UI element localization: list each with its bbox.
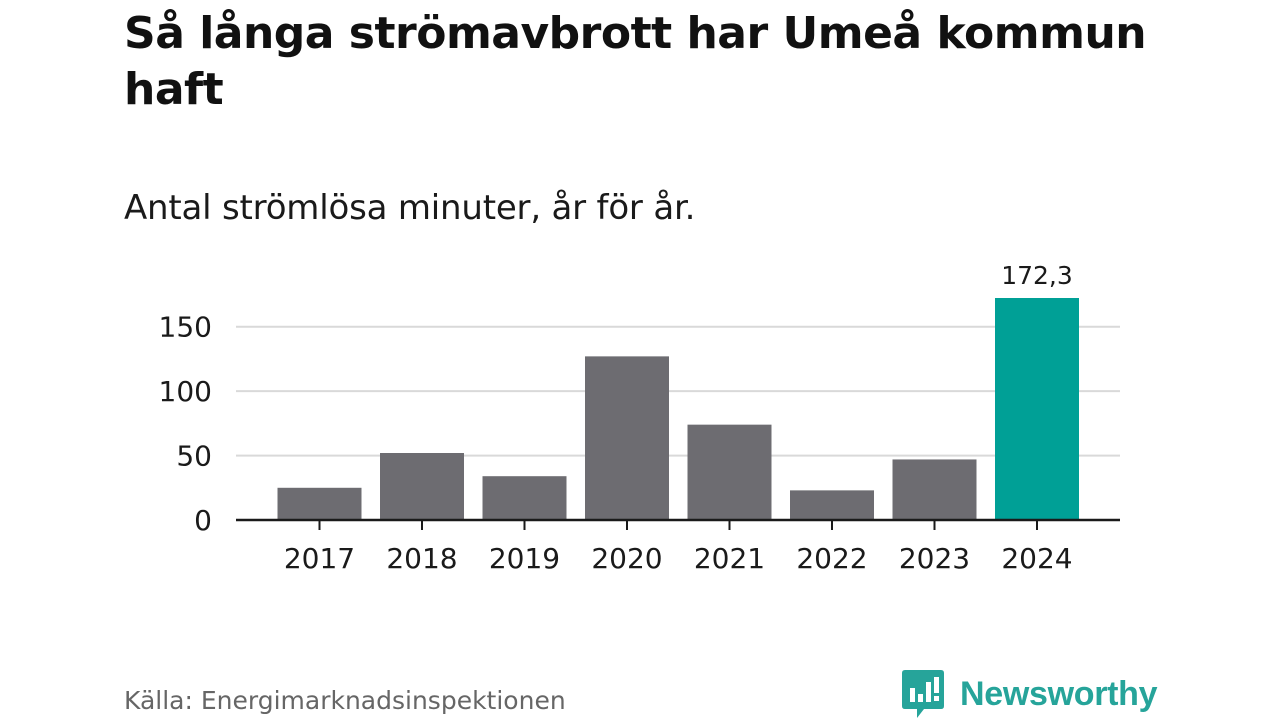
y-tick-label: 50: [176, 440, 212, 473]
chart-subtitle: Antal strömlösa minuter, år för år.: [124, 188, 696, 228]
bar-2023[interactable]: [892, 459, 977, 520]
x-tick-label: 2020: [591, 542, 662, 575]
source-note: Källa: Energimarknadsinspektionen: [124, 686, 566, 715]
brand-name: Newsworthy: [960, 674, 1158, 713]
labels: 172,3: [1001, 261, 1073, 290]
bar-2018[interactable]: [380, 453, 464, 520]
y-tick-label: 0: [194, 504, 212, 537]
x-tick-label: 2024: [1001, 542, 1072, 575]
x-tick-label: 2017: [284, 542, 355, 575]
x-tick-label: 2021: [694, 542, 765, 575]
bar-2017[interactable]: [277, 487, 362, 520]
bar-2021[interactable]: [687, 424, 772, 520]
bar-2020[interactable]: [585, 356, 669, 520]
newsworthy-logo-icon: [902, 670, 944, 718]
data-label: 172,3: [1001, 261, 1073, 290]
axes: 0 50 100 150 2017 2018 2019 2020 2021 2022 2023 202…: [159, 311, 1120, 575]
brand-logo[interactable]: Newsworthy: [902, 670, 1158, 718]
y-tick-label: 100: [159, 375, 212, 408]
y-tick-label: 150: [159, 311, 212, 344]
grid-lines: [236, 325, 1120, 457]
bar-2022[interactable]: [790, 490, 874, 520]
x-tick-label: 2022: [796, 542, 867, 575]
bars: [277, 298, 1079, 520]
x-tick-label: 2019: [489, 542, 560, 575]
bar-2024[interactable]: [995, 298, 1079, 520]
chart-title: Så långa strömavbrott har Umeå kommun ha…: [124, 8, 1147, 115]
x-tick-label: 2023: [899, 542, 970, 575]
x-tick-label: 2018: [386, 542, 457, 575]
bar-2019[interactable]: [482, 476, 567, 520]
